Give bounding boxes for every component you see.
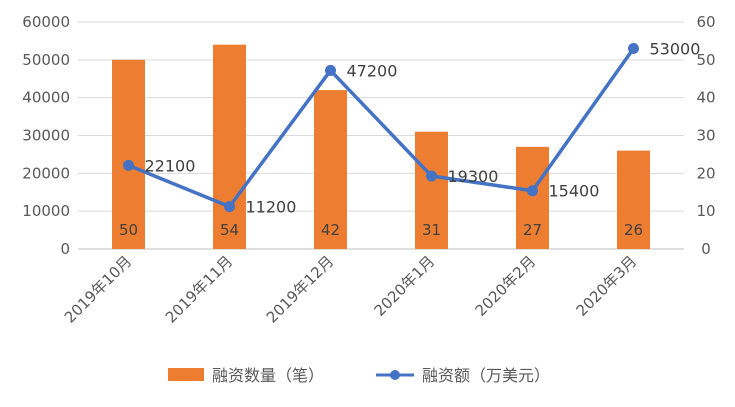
bar-value-label: 26 — [624, 221, 643, 239]
category-label: 2020年2月 — [472, 252, 540, 320]
left-axis-ticks: 0 10000 20000 30000 40000 50000 60000 — [22, 13, 70, 258]
line-value-label: 15400 — [549, 182, 600, 201]
line-point — [527, 185, 538, 197]
legend: 融资数量（笔） 融资额（万美元） — [168, 366, 550, 385]
right-tick-label: 50 — [696, 51, 715, 69]
line-point — [224, 201, 235, 213]
bar — [617, 150, 650, 249]
gridlines — [78, 21, 684, 250]
bar-value-label: 42 — [321, 221, 340, 239]
right-tick-label: 40 — [696, 89, 715, 107]
category-label: 2019年10月 — [61, 252, 135, 326]
bar-data-labels: 50 54 42 31 27 26 — [119, 221, 643, 239]
bar — [415, 131, 448, 249]
line-value-label: 53000 — [650, 39, 701, 58]
bar-value-label: 50 — [119, 221, 138, 239]
category-labels: 2019年10月 2019年11月 2019年12月 2020年1月 2020年2月 20… — [61, 252, 640, 326]
bar — [314, 90, 347, 249]
legend-line-label: 融资额（万美元） — [422, 366, 550, 385]
legend-bar-label: 融资数量（笔） — [212, 366, 324, 385]
line-value-label: 22100 — [145, 156, 196, 175]
left-tick-label: 40000 — [22, 89, 70, 107]
left-tick-label: 30000 — [22, 127, 70, 145]
left-tick-label: 10000 — [22, 202, 70, 220]
bar-series — [112, 44, 650, 250]
right-axis-ticks: 0 10 20 30 40 50 60 — [696, 13, 715, 258]
right-tick-label: 60 — [696, 13, 715, 31]
line-data-labels: 22100 11200 47200 19300 15400 53000 — [145, 39, 701, 216]
bar — [516, 146, 549, 249]
category-label: 2019年12月 — [263, 252, 337, 326]
series-line — [127, 47, 635, 209]
bar-value-label: 27 — [523, 221, 542, 239]
line-point — [628, 42, 639, 54]
right-tick-label: 30 — [696, 127, 715, 145]
left-tick-label: 60000 — [22, 13, 70, 31]
category-label: 2020年3月 — [573, 252, 641, 320]
line-point — [325, 64, 336, 76]
bar-value-label: 31 — [422, 221, 441, 239]
line-value-label: 47200 — [347, 61, 398, 80]
right-tick-label: 20 — [696, 164, 715, 182]
line-value-label: 19300 — [448, 167, 499, 186]
left-tick-label: 0 — [60, 240, 70, 258]
bar-value-label: 54 — [220, 221, 239, 239]
left-tick-label: 50000 — [22, 51, 70, 69]
right-tick-label: 0 — [701, 240, 711, 258]
category-label: 2020年1月 — [371, 252, 439, 320]
bar — [112, 59, 145, 250]
legend-bar-swatch — [168, 368, 204, 381]
line-point — [123, 159, 134, 171]
right-tick-label: 10 — [696, 202, 715, 220]
line-series — [123, 42, 639, 213]
legend-line-marker — [390, 370, 400, 380]
category-label: 2019年11月 — [162, 252, 236, 326]
line-value-label: 11200 — [246, 198, 297, 217]
left-tick-label: 20000 — [22, 164, 70, 182]
bar — [213, 44, 246, 250]
line-point — [426, 170, 437, 182]
